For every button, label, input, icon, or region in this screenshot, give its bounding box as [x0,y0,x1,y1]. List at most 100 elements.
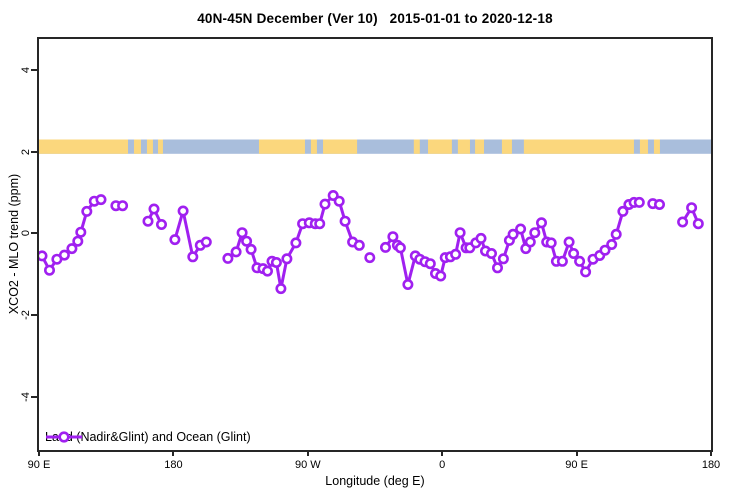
data-point [72,235,84,247]
y-tick-mark [31,150,37,153]
data-point [454,227,466,239]
y-tick-mark [31,69,37,72]
data-point [290,237,302,249]
data-point [653,199,665,211]
data-point [568,248,580,260]
data-point [580,266,592,278]
data-point [606,239,618,251]
x-tick-label: 180 [164,459,183,471]
y-tick-mark [31,395,37,398]
land-band-segment [428,139,452,154]
x-tick-mark [575,450,578,456]
data-point [44,264,55,276]
y-tick-label: 2 [20,148,32,155]
x-tick-label: 180 [701,459,721,471]
y-tick-label: 4 [20,66,32,74]
x-tick-label: 0 [439,459,446,471]
data-point [245,243,257,255]
y-axis-title: XCO2 - MLO trend (ppm) [7,173,21,315]
data-point [535,217,547,229]
y-tick-label: -4 [20,391,32,402]
data-point [686,202,698,214]
land-band-segment [310,139,317,154]
land-band-segment [413,139,420,154]
legend-marker-icon [46,431,82,443]
data-point [692,218,704,230]
data-point [262,265,274,277]
data-point [187,251,199,263]
data-point [95,194,107,206]
data-point [319,198,331,210]
y-tick-label: -2 [20,310,32,321]
land-band-segment [158,139,163,154]
data-point [563,236,575,248]
land-band-segment [146,139,153,154]
data-point [236,227,248,239]
data-point [339,215,351,227]
land-band-segment [523,139,634,154]
data-point [66,243,78,255]
plot-area: Land (Nadir&Glint) and Ocean (Glint) [37,37,713,452]
data-point [314,218,326,230]
data-point [633,196,645,208]
legend-label: Land (Nadir&Glint) and Ocean (Glint) [45,430,251,444]
land-band-segment [501,139,512,154]
x-tick-mark [306,450,309,456]
data-point [75,226,87,238]
data-point [117,200,129,212]
data-point [142,215,154,227]
data-point [230,246,242,258]
data-point [241,235,253,247]
y-tick-label: 0 [20,230,32,237]
x-tick-label: 90 E [565,459,588,471]
data-point [610,228,622,240]
land-band-segment [653,139,660,154]
data-point [475,232,487,244]
x-tick-label: 90 E [27,459,51,471]
data-point [515,223,527,235]
data-point [394,242,406,254]
data-point [387,231,399,243]
y-tick-mark [31,314,37,317]
data-point [491,262,503,274]
data-point [39,250,48,262]
land-band-segment [258,139,305,154]
data-point [169,234,181,246]
chart-title: 40N-45N December (Ver 10) 2015-01-01 to … [197,11,553,26]
data-point [435,270,447,282]
land-band-segment [133,139,141,154]
data-point [148,203,160,215]
chart-canvas [39,139,711,295]
land-band-segment [39,139,129,154]
data-point [450,248,462,260]
data-point [156,219,168,231]
land-band-segment [475,139,485,154]
x-tick-mark [38,450,40,456]
data-point [270,257,282,269]
data-point [58,249,70,261]
land-band-segment [323,139,358,154]
x-axis-title: Longitude (deg E) [325,474,425,488]
land-band-segment [639,139,648,154]
data-point [424,258,436,270]
data-point [545,237,557,249]
data-point [485,248,497,260]
x-tick-mark [441,450,444,456]
data-point [507,228,519,240]
data-point [353,239,365,251]
data-point [81,205,93,217]
y-tick-mark [31,232,37,235]
data-point [617,205,629,217]
x-tick-mark [710,450,712,456]
data-point [677,216,689,228]
data-point [529,227,541,239]
legend: Land (Nadir&Glint) and Ocean (Glint) [45,430,251,444]
data-point [379,241,391,253]
data-point [281,253,293,265]
data-point [364,252,376,264]
data-point [402,279,414,291]
data-point [222,252,234,264]
x-tick-mark [172,450,175,456]
data-point [574,255,586,267]
